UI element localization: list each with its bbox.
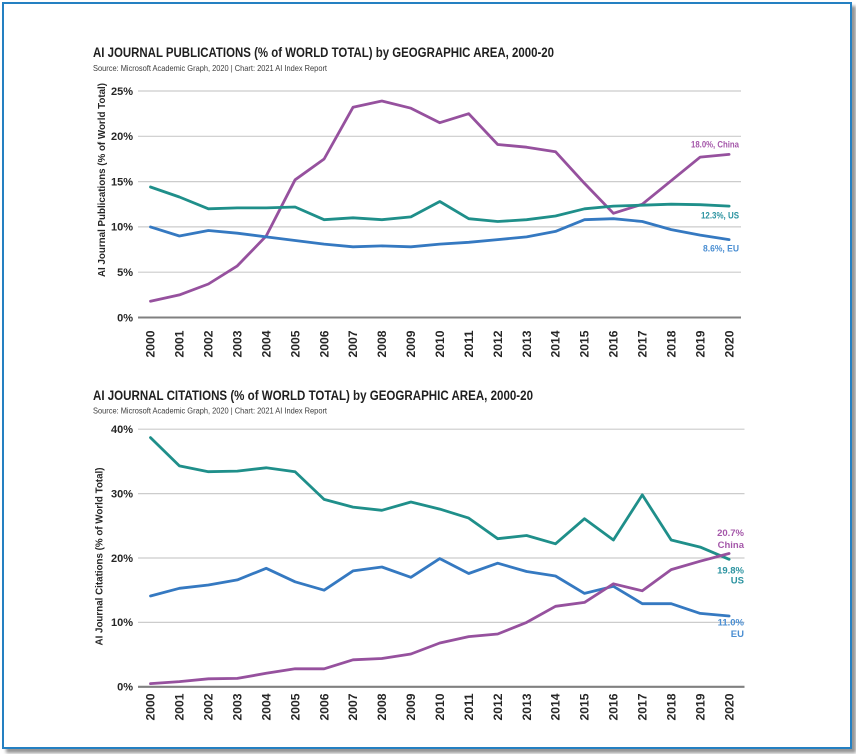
svg-text:Source: Microsoft Academic Gra: Source: Microsoft Academic Graph, 2020 |… bbox=[93, 407, 328, 416]
svg-text:2017: 2017 bbox=[638, 331, 650, 358]
svg-text:19.8%: 19.8% bbox=[717, 566, 744, 577]
svg-text:2004: 2004 bbox=[261, 330, 273, 358]
svg-text:AI JOURNAL PUBLICATIONS (% of: AI JOURNAL PUBLICATIONS (% of WORLD TOTA… bbox=[93, 45, 554, 60]
svg-text:2010: 2010 bbox=[435, 331, 447, 358]
svg-text:11.0%: 11.0% bbox=[718, 618, 745, 629]
svg-text:AI Journal Citations (% of Wor: AI Journal Citations (% of World Total) bbox=[94, 468, 106, 646]
svg-text:Source: Microsoft Academic Gra: Source: Microsoft Academic Graph, 2020 |… bbox=[93, 64, 328, 73]
svg-text:2005: 2005 bbox=[290, 693, 302, 721]
svg-text:2009: 2009 bbox=[406, 694, 418, 721]
svg-text:2012: 2012 bbox=[493, 331, 505, 358]
svg-text:2015: 2015 bbox=[580, 693, 592, 721]
svg-text:2017: 2017 bbox=[638, 694, 650, 721]
svg-text:40%: 40% bbox=[111, 424, 133, 436]
svg-text:2020: 2020 bbox=[724, 331, 736, 358]
svg-text:2018: 2018 bbox=[666, 693, 678, 721]
svg-text:2018: 2018 bbox=[666, 330, 678, 358]
svg-text:18.0%, China: 18.0%, China bbox=[691, 140, 740, 151]
svg-text:10%: 10% bbox=[111, 222, 133, 234]
svg-text:20%: 20% bbox=[111, 553, 133, 565]
svg-text:2012: 2012 bbox=[493, 694, 505, 721]
svg-text:2009: 2009 bbox=[406, 331, 418, 358]
svg-text:5%: 5% bbox=[117, 267, 133, 279]
svg-text:25%: 25% bbox=[111, 86, 133, 98]
svg-text:15%: 15% bbox=[111, 176, 133, 188]
svg-text:AI Journal Publications (% of: AI Journal Publications (% of World Tota… bbox=[96, 83, 108, 277]
svg-text:2013: 2013 bbox=[522, 331, 534, 358]
svg-text:20.7%: 20.7% bbox=[717, 528, 744, 539]
svg-text:8.6%, EU: 8.6%, EU bbox=[703, 244, 739, 255]
svg-text:US: US bbox=[731, 576, 744, 587]
svg-text:2000: 2000 bbox=[146, 694, 158, 721]
svg-text:2006: 2006 bbox=[319, 694, 331, 721]
svg-text:2005: 2005 bbox=[290, 330, 302, 358]
svg-text:2019: 2019 bbox=[695, 331, 707, 358]
svg-text:2011: 2011 bbox=[464, 693, 476, 721]
svg-text:2007: 2007 bbox=[348, 331, 360, 358]
svg-text:2016: 2016 bbox=[609, 331, 621, 358]
svg-text:2001: 2001 bbox=[175, 693, 187, 721]
svg-text:China: China bbox=[718, 540, 745, 551]
svg-text:2014: 2014 bbox=[551, 693, 563, 721]
svg-text:2011: 2011 bbox=[464, 330, 476, 358]
svg-text:2020: 2020 bbox=[724, 694, 736, 721]
svg-text:2002: 2002 bbox=[204, 694, 216, 721]
svg-text:12.3%, US: 12.3%, US bbox=[701, 211, 739, 222]
svg-text:2003: 2003 bbox=[233, 694, 245, 721]
svg-text:EU: EU bbox=[731, 629, 744, 640]
svg-text:10%: 10% bbox=[111, 617, 133, 629]
svg-text:2010: 2010 bbox=[435, 694, 447, 721]
svg-text:2002: 2002 bbox=[204, 331, 216, 358]
svg-text:2008: 2008 bbox=[377, 693, 389, 721]
svg-text:2000: 2000 bbox=[146, 331, 158, 358]
svg-text:0%: 0% bbox=[117, 682, 133, 694]
svg-text:AI JOURNAL CITATIONS (% of WOR: AI JOURNAL CITATIONS (% of WORLD TOTAL) … bbox=[93, 388, 533, 403]
svg-text:2008: 2008 bbox=[377, 330, 389, 358]
svg-text:2001: 2001 bbox=[175, 330, 187, 358]
svg-text:30%: 30% bbox=[111, 488, 133, 500]
svg-text:2007: 2007 bbox=[348, 694, 360, 721]
svg-text:0%: 0% bbox=[117, 312, 133, 324]
svg-text:2004: 2004 bbox=[261, 693, 273, 721]
svg-text:2016: 2016 bbox=[609, 694, 621, 721]
svg-text:2003: 2003 bbox=[233, 331, 245, 358]
svg-text:2015: 2015 bbox=[580, 330, 592, 358]
svg-text:20%: 20% bbox=[111, 131, 133, 143]
svg-text:2019: 2019 bbox=[695, 694, 707, 721]
svg-text:2013: 2013 bbox=[522, 694, 534, 721]
svg-text:2014: 2014 bbox=[551, 330, 563, 358]
svg-text:2006: 2006 bbox=[319, 331, 331, 358]
